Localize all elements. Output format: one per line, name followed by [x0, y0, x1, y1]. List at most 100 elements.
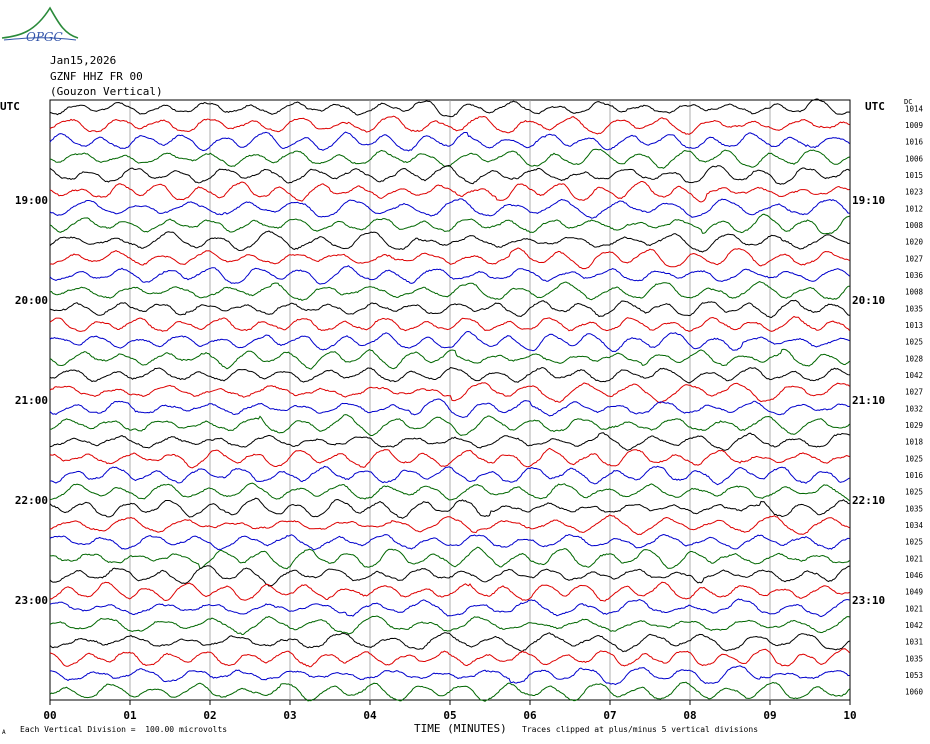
dc-offset-label: 1021 [905, 554, 923, 563]
seismic-trace [49, 115, 850, 135]
clip-note: Traces clipped at plus/minus 5 vertical … [522, 725, 759, 734]
right-hour-label: 21:10 [852, 394, 885, 407]
x-tick-label: 00 [43, 709, 56, 722]
dc-offset-label: 1025 [905, 488, 923, 497]
seismic-trace [49, 398, 850, 418]
right-hour-label: 20:10 [852, 294, 885, 307]
dc-offset-label: 1060 [905, 688, 924, 697]
dc-offset-label: 1025 [905, 538, 923, 547]
seismic-trace [49, 514, 850, 536]
seismic-trace [49, 565, 850, 587]
x-tick-label: 08 [683, 709, 696, 722]
dc-offset-label: 1020 [905, 238, 924, 247]
dc-offset-label: 1034 [905, 521, 924, 530]
dc-offset-label: 1008 [905, 221, 924, 230]
seismic-trace [49, 598, 850, 618]
seismic-trace [49, 681, 850, 702]
seismic-trace [49, 648, 850, 668]
seismic-trace [49, 432, 850, 451]
dc-offset-label: 1025 [905, 338, 923, 347]
dc-offset-label: 1006 [905, 154, 924, 163]
seismic-trace [49, 348, 850, 370]
dc-offset-label: 1042 [905, 621, 923, 630]
seismic-trace [49, 181, 850, 203]
x-tick-label: 01 [123, 709, 137, 722]
dc-offset-label: 1028 [905, 354, 924, 363]
x-tick-label: 09 [763, 709, 776, 722]
station-code: GZNF HHZ FR 00 [50, 70, 143, 83]
seismic-trace [49, 330, 850, 353]
seismic-trace [50, 665, 850, 686]
seismic-trace [49, 465, 850, 486]
dc-offset-label: 1035 [905, 654, 923, 663]
seismic-trace [49, 615, 850, 636]
dc-offset-label: 1023 [905, 188, 923, 197]
x-tick-label: 07 [603, 709, 616, 722]
dc-offset-label: 1016 [905, 138, 924, 147]
seismic-trace [49, 546, 850, 570]
dc-offset-label: 1032 [905, 404, 923, 413]
x-tick-label: 06 [523, 709, 537, 722]
x-tick-label: 04 [363, 709, 377, 722]
dc-offset-label: 1009 [905, 121, 923, 130]
dc-offset-label: 1031 [905, 638, 923, 647]
seismic-trace [49, 533, 850, 551]
dc-offset-label: 1035 [905, 504, 923, 513]
seismic-trace [49, 281, 850, 301]
seismic-trace [49, 198, 850, 219]
logo-text: OPGC [26, 30, 63, 44]
dc-offset-label: 1027 [905, 254, 923, 263]
x-tick-label: 10 [843, 709, 856, 722]
scale-note: Each Vertical Division = 100.00 microvol… [20, 725, 228, 734]
utc-right-label: UTC [865, 100, 885, 113]
seismic-trace [49, 447, 850, 469]
utc-left-label: UTC [0, 100, 20, 113]
seismic-trace [49, 366, 850, 384]
dc-offset-label: 1042 [905, 371, 923, 380]
left-hour-label: 21:00 [15, 394, 48, 407]
station-description: (Gouzon Vertical) [50, 85, 163, 98]
seismic-trace [49, 213, 850, 235]
left-hour-label: 22:00 [15, 494, 48, 507]
dc-offset-label: 1046 [905, 571, 924, 580]
dc-offset-label: 1008 [905, 288, 924, 297]
seismic-trace [49, 382, 850, 404]
seismic-trace [49, 164, 850, 185]
seismic-trace [49, 299, 850, 319]
dc-offset-label: 1035 [905, 304, 923, 313]
seismic-trace [49, 497, 850, 519]
seismic-trace [49, 265, 850, 285]
seismic-trace [49, 632, 850, 653]
dc-offset-label: 1016 [905, 471, 924, 480]
dc-offset-label: 1025 [905, 454, 923, 463]
dc-offset-label: 1027 [905, 388, 923, 397]
x-tick-label: 05 [443, 709, 456, 722]
left-hour-label: 20:00 [15, 294, 48, 307]
record-date: Jan15,2026 [50, 54, 117, 67]
seismic-trace [49, 482, 850, 502]
seismic-trace [49, 247, 850, 270]
dc-label: DC [904, 98, 913, 106]
dc-offset-label: 1036 [905, 271, 924, 280]
right-hour-label: 23:10 [852, 594, 885, 607]
dc-offset-label: 1049 [905, 588, 923, 597]
seismic-trace [49, 98, 850, 118]
dc-offset-label: 1029 [905, 421, 923, 430]
seismic-trace [49, 581, 850, 602]
x-tick-label: 02 [203, 709, 216, 722]
opgc-logo: OPGC [1, 6, 79, 44]
dc-offset-label: 1013 [905, 321, 923, 330]
x-tick-label: 03 [283, 709, 296, 722]
dc-offset-label: 1015 [905, 171, 923, 180]
seismic-trace [49, 414, 850, 436]
dc-offset-label: 1053 [905, 671, 923, 680]
seismic-trace [49, 315, 850, 332]
seismic-trace [49, 230, 850, 253]
corner-mark: A [2, 729, 6, 736]
right-hour-label: 19:10 [852, 194, 885, 207]
seismic-trace [49, 131, 850, 152]
dc-offset-label: 1014 [905, 104, 924, 113]
x-axis-title: TIME (MINUTES) [414, 722, 507, 735]
left-hour-label: 19:00 [15, 194, 48, 207]
